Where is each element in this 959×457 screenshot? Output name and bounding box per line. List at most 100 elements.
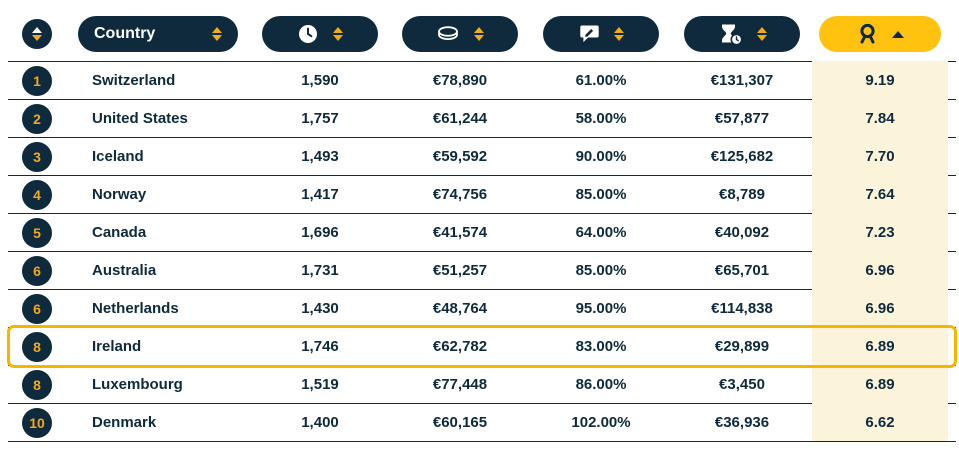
country-cell: Canada xyxy=(92,224,147,241)
table-body: 1 Switzerland 1,590 €78,890 61.00% €131,… xyxy=(7,60,957,442)
medal-icon xyxy=(857,22,878,46)
hours-cell: 1,430 xyxy=(301,300,339,317)
salary-cell: €60,165 xyxy=(432,414,488,431)
sort-icon xyxy=(32,27,42,41)
rank-badge: 4 xyxy=(22,179,52,210)
amount-cell: €8,789 xyxy=(719,186,765,203)
sort-icon xyxy=(212,27,222,41)
table-row: 10 Denmark 1,400 €60,165 102.00% €36,936… xyxy=(8,402,956,441)
rank-cell: 4 xyxy=(8,179,66,210)
hours-cell: 1,696 xyxy=(301,224,339,241)
table-header: Country xyxy=(8,16,956,52)
amount-cell: €125,682 xyxy=(710,148,774,165)
rank-badge: 8 xyxy=(22,369,52,400)
coin-icon xyxy=(436,25,460,43)
salary-cell: €78,890 xyxy=(432,72,488,89)
sort-icon xyxy=(474,27,484,41)
score-cell: 9.19 xyxy=(812,60,948,99)
rank-badge: 2 xyxy=(22,103,52,134)
score-cell: 7.64 xyxy=(812,174,948,213)
rank-badge: 6 xyxy=(22,255,52,286)
hours-cell: 1,746 xyxy=(301,338,339,355)
rank-cell: 5 xyxy=(8,217,66,248)
rate-cell: 61.00% xyxy=(575,72,627,89)
rate-cell: 85.00% xyxy=(575,262,627,279)
salary-cell: €77,448 xyxy=(432,376,488,393)
rate-cell: 58.00% xyxy=(575,110,627,127)
score-cell: 7.23 xyxy=(812,212,948,251)
table-row: 1 Switzerland 1,590 €78,890 61.00% €131,… xyxy=(8,60,956,99)
rank-cell: 10 xyxy=(8,407,66,438)
salary-sort-button[interactable] xyxy=(402,16,518,52)
rank-cell: 2 xyxy=(8,103,66,134)
table-row: 6 Australia 1,731 €51,257 85.00% €65,701… xyxy=(8,250,956,289)
hours-sort-button[interactable] xyxy=(262,16,378,52)
hours-cell: 1,590 xyxy=(301,72,339,89)
salary-cell: €61,244 xyxy=(432,110,488,127)
rate-cell: 86.00% xyxy=(575,376,627,393)
rate-cell: 102.00% xyxy=(571,414,631,431)
amount-cell: €40,092 xyxy=(714,224,770,241)
rate-cell: 64.00% xyxy=(575,224,627,241)
table-row: 4 Norway 1,417 €74,756 85.00% €8,789 7.6… xyxy=(8,174,956,213)
sort-ascending-icon xyxy=(891,30,904,38)
table-row: 8 Luxembourg 1,519 €77,448 86.00% €3,450… xyxy=(8,364,956,403)
table-row: 5 Canada 1,696 €41,574 64.00% €40,092 7.… xyxy=(8,212,956,251)
sort-icon xyxy=(756,27,767,41)
rank-badge: 5 xyxy=(22,217,52,248)
score-cell: 7.70 xyxy=(812,136,948,175)
score-cell: 7.84 xyxy=(812,98,948,137)
hours-cell: 1,731 xyxy=(301,262,339,279)
country-cell: United States xyxy=(92,110,188,127)
country-column-label: Country xyxy=(94,25,156,42)
country-cell: Norway xyxy=(92,186,147,203)
rank-cell: 6 xyxy=(8,293,66,324)
hours-cell: 1,493 xyxy=(301,148,339,165)
amount-cell: €131,307 xyxy=(710,72,774,89)
rate-sort-button[interactable] xyxy=(543,16,659,52)
table-row: 2 United States 1,757 €61,244 58.00% €57… xyxy=(8,98,956,137)
amount-cell: €36,936 xyxy=(714,414,770,431)
hourglass-clock-icon xyxy=(718,23,743,46)
score-cell: 6.89 xyxy=(812,364,948,403)
amount-cell: €3,450 xyxy=(719,376,765,393)
amount-cell: €29,899 xyxy=(714,338,770,355)
hours-cell: 1,400 xyxy=(301,414,339,431)
rank-badge: 10 xyxy=(22,407,52,438)
rank-cell: 8 xyxy=(8,331,66,362)
rank-badge: 6 xyxy=(22,293,52,324)
country-cell: Ireland xyxy=(92,338,142,355)
amount-sort-button[interactable] xyxy=(684,16,800,52)
rank-cell: 1 xyxy=(8,65,66,96)
salary-cell: €41,574 xyxy=(432,224,488,241)
score-sort-button[interactable] xyxy=(819,16,941,52)
rate-cell: 83.00% xyxy=(575,338,627,355)
sort-icon xyxy=(613,27,624,41)
hours-cell: 1,519 xyxy=(301,376,339,393)
rank-badge: 1 xyxy=(22,65,52,96)
score-cell: 6.89 xyxy=(812,326,948,365)
country-cell: Netherlands xyxy=(92,300,179,317)
rate-cell: 85.00% xyxy=(575,186,627,203)
country-cell: Denmark xyxy=(92,414,157,431)
salary-cell: €62,782 xyxy=(432,338,488,355)
score-cell: 6.96 xyxy=(812,250,948,289)
sort-icon xyxy=(333,27,343,41)
country-cell: Iceland xyxy=(92,148,144,165)
rank-cell: 6 xyxy=(8,255,66,286)
rank-cell: 3 xyxy=(8,141,66,172)
rank-cell: 8 xyxy=(8,369,66,400)
table-row: 6 Netherlands 1,430 €48,764 95.00% €114,… xyxy=(8,288,956,327)
amount-cell: €57,877 xyxy=(714,110,770,127)
salary-cell: €51,257 xyxy=(432,262,488,279)
country-sort-button[interactable]: Country xyxy=(78,16,238,52)
comment-edit-icon xyxy=(579,24,600,44)
table-row: 3 Iceland 1,493 €59,592 90.00% €125,682 … xyxy=(8,136,956,175)
rank-sort-button[interactable] xyxy=(22,19,52,49)
country-cell: Switzerland xyxy=(92,72,176,89)
table-row: 8 Ireland 1,746 €62,782 83.00% €29,899 6… xyxy=(7,325,957,368)
salary-cell: €74,756 xyxy=(432,186,488,203)
clock-icon xyxy=(297,23,319,45)
hours-cell: 1,757 xyxy=(301,110,339,127)
hours-cell: 1,417 xyxy=(301,186,339,203)
